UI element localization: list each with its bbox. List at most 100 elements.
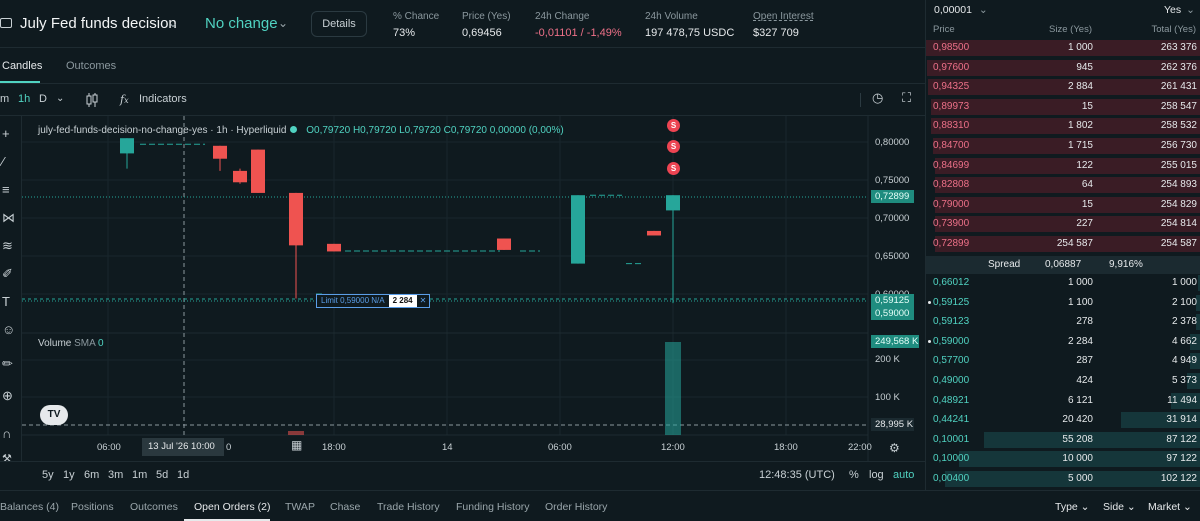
details-button[interactable]: Details <box>311 11 367 37</box>
active-tab-indicator <box>0 81 40 83</box>
horizontal-lines-icon[interactable]: ≡ <box>2 182 10 197</box>
tab-twap[interactable]: TWAP <box>285 501 315 513</box>
range-1y[interactable]: 1y <box>63 469 75 481</box>
filter-type[interactable]: Type ⌄ <box>1055 501 1089 513</box>
range-5d[interactable]: 5d <box>156 469 168 481</box>
replay-icon[interactable]: ◷ <box>872 90 883 106</box>
tab-outcomes[interactable]: Outcomes <box>66 60 116 72</box>
tab-positions[interactable]: Positions <box>71 501 114 513</box>
range-6m[interactable]: 6m <box>84 469 99 481</box>
range-1m[interactable]: 1m <box>132 469 147 481</box>
ruler-icon[interactable]: ✏ <box>2 356 13 372</box>
tab-candles[interactable]: Candles <box>2 60 42 72</box>
row-price: 0,59000 <box>933 336 969 347</box>
filter-market[interactable]: Market ⌄ <box>1148 501 1192 513</box>
trendline-icon[interactable]: ∕ <box>2 154 4 169</box>
tab-chase[interactable]: Chase <box>330 501 360 513</box>
range-5y[interactable]: 5y <box>42 469 54 481</box>
interval-day[interactable]: D <box>39 93 47 105</box>
price-chart[interactable] <box>22 116 925 461</box>
emoji-icon[interactable]: ☺ <box>2 322 15 337</box>
chart-toolbar: m 1h D ⌄ fx Indicators ◷ ⛶ <box>0 84 925 116</box>
utc-clock[interactable]: 12:48:35 (UTC) <box>759 469 835 481</box>
magnet-icon[interactable]: ∩ <box>2 426 11 441</box>
sell-marker-icon[interactable]: S <box>667 162 680 175</box>
row-size: 1 715 <box>1068 140 1093 151</box>
limit-price-tag: 0,59000 <box>871 307 914 320</box>
interval-minute[interactable]: m <box>0 93 9 105</box>
tab-open-orders[interactable]: Open Orders (2) <box>194 501 270 513</box>
tab-outcomes-bottom[interactable]: Outcomes <box>130 501 178 513</box>
sell-marker-icon[interactable]: S <box>667 140 680 153</box>
brush-icon[interactable]: ✐ <box>2 266 13 282</box>
time-tick: 18:00 <box>774 442 798 453</box>
calendar-icon[interactable]: ▦ <box>291 438 302 452</box>
candle-type-icon[interactable] <box>85 92 99 108</box>
market-title[interactable]: July Fed funds decision <box>20 15 177 32</box>
auto-toggle[interactable]: auto <box>893 469 914 481</box>
log-toggle[interactable]: log <box>869 469 884 481</box>
chart-legend: july-fed-funds-decision-no-change-yes · … <box>38 125 564 136</box>
outcome-selector[interactable]: No change <box>205 15 278 32</box>
pattern-icon[interactable]: ⋈ <box>2 210 15 226</box>
row-size: 5 000 <box>1068 473 1093 484</box>
volume-tag: 249,568 K <box>871 335 919 348</box>
stat-price: Price (Yes)0,69456 <box>462 11 511 39</box>
indicators-button[interactable]: Indicators <box>139 93 187 105</box>
volume-bar <box>288 431 304 435</box>
row-total: 1 000 <box>1172 277 1197 288</box>
tab-trade-history[interactable]: Trade History <box>377 501 440 513</box>
close-icon[interactable]: ✕ <box>417 295 430 307</box>
sell-marker-icon[interactable]: S <box>667 119 680 132</box>
indicators-icon[interactable]: fx <box>120 93 129 106</box>
legend-symbol: july-fed-funds-decision-no-change-yes · … <box>38 125 286 136</box>
side-select[interactable]: Yes ⌄ <box>1164 4 1195 16</box>
chevron-down-icon[interactable]: ⌄ <box>278 16 288 30</box>
chevron-down-icon[interactable]: ⌄ <box>56 93 64 104</box>
tab-order-history[interactable]: Order History <box>545 501 607 513</box>
range-3m[interactable]: 3m <box>108 469 123 481</box>
tick-size-select[interactable]: 0,00001 ⌄ <box>934 4 988 16</box>
range-1d[interactable]: 1d <box>177 469 189 481</box>
interval-1h[interactable]: 1h <box>18 93 30 105</box>
settings-icon[interactable]: ⚙ <box>889 441 900 455</box>
filter-side[interactable]: Side ⌄ <box>1103 501 1136 513</box>
legend-change: 0,00000 (0,00%) <box>490 125 564 136</box>
fib-icon[interactable]: ≋ <box>2 238 13 254</box>
legend-open: O0,79720 <box>306 125 350 136</box>
row-price: 0,57700 <box>933 355 969 366</box>
header-size: Size (Yes) <box>1049 24 1092 35</box>
zoom-in-icon[interactable]: ⊕ <box>2 388 13 404</box>
chevron-down-icon[interactable]: ⌄ <box>168 16 178 30</box>
row-size: 1 100 <box>1068 297 1093 308</box>
tab-funding-history[interactable]: Funding History <box>456 501 530 513</box>
tab-balances[interactable]: Balances (4) <box>0 501 59 513</box>
text-tool-icon[interactable]: T <box>2 294 10 309</box>
percent-toggle[interactable]: % <box>849 469 859 481</box>
fullscreen-icon[interactable]: ⛶ <box>902 90 911 106</box>
crosshair-icon[interactable]: + <box>2 126 10 141</box>
